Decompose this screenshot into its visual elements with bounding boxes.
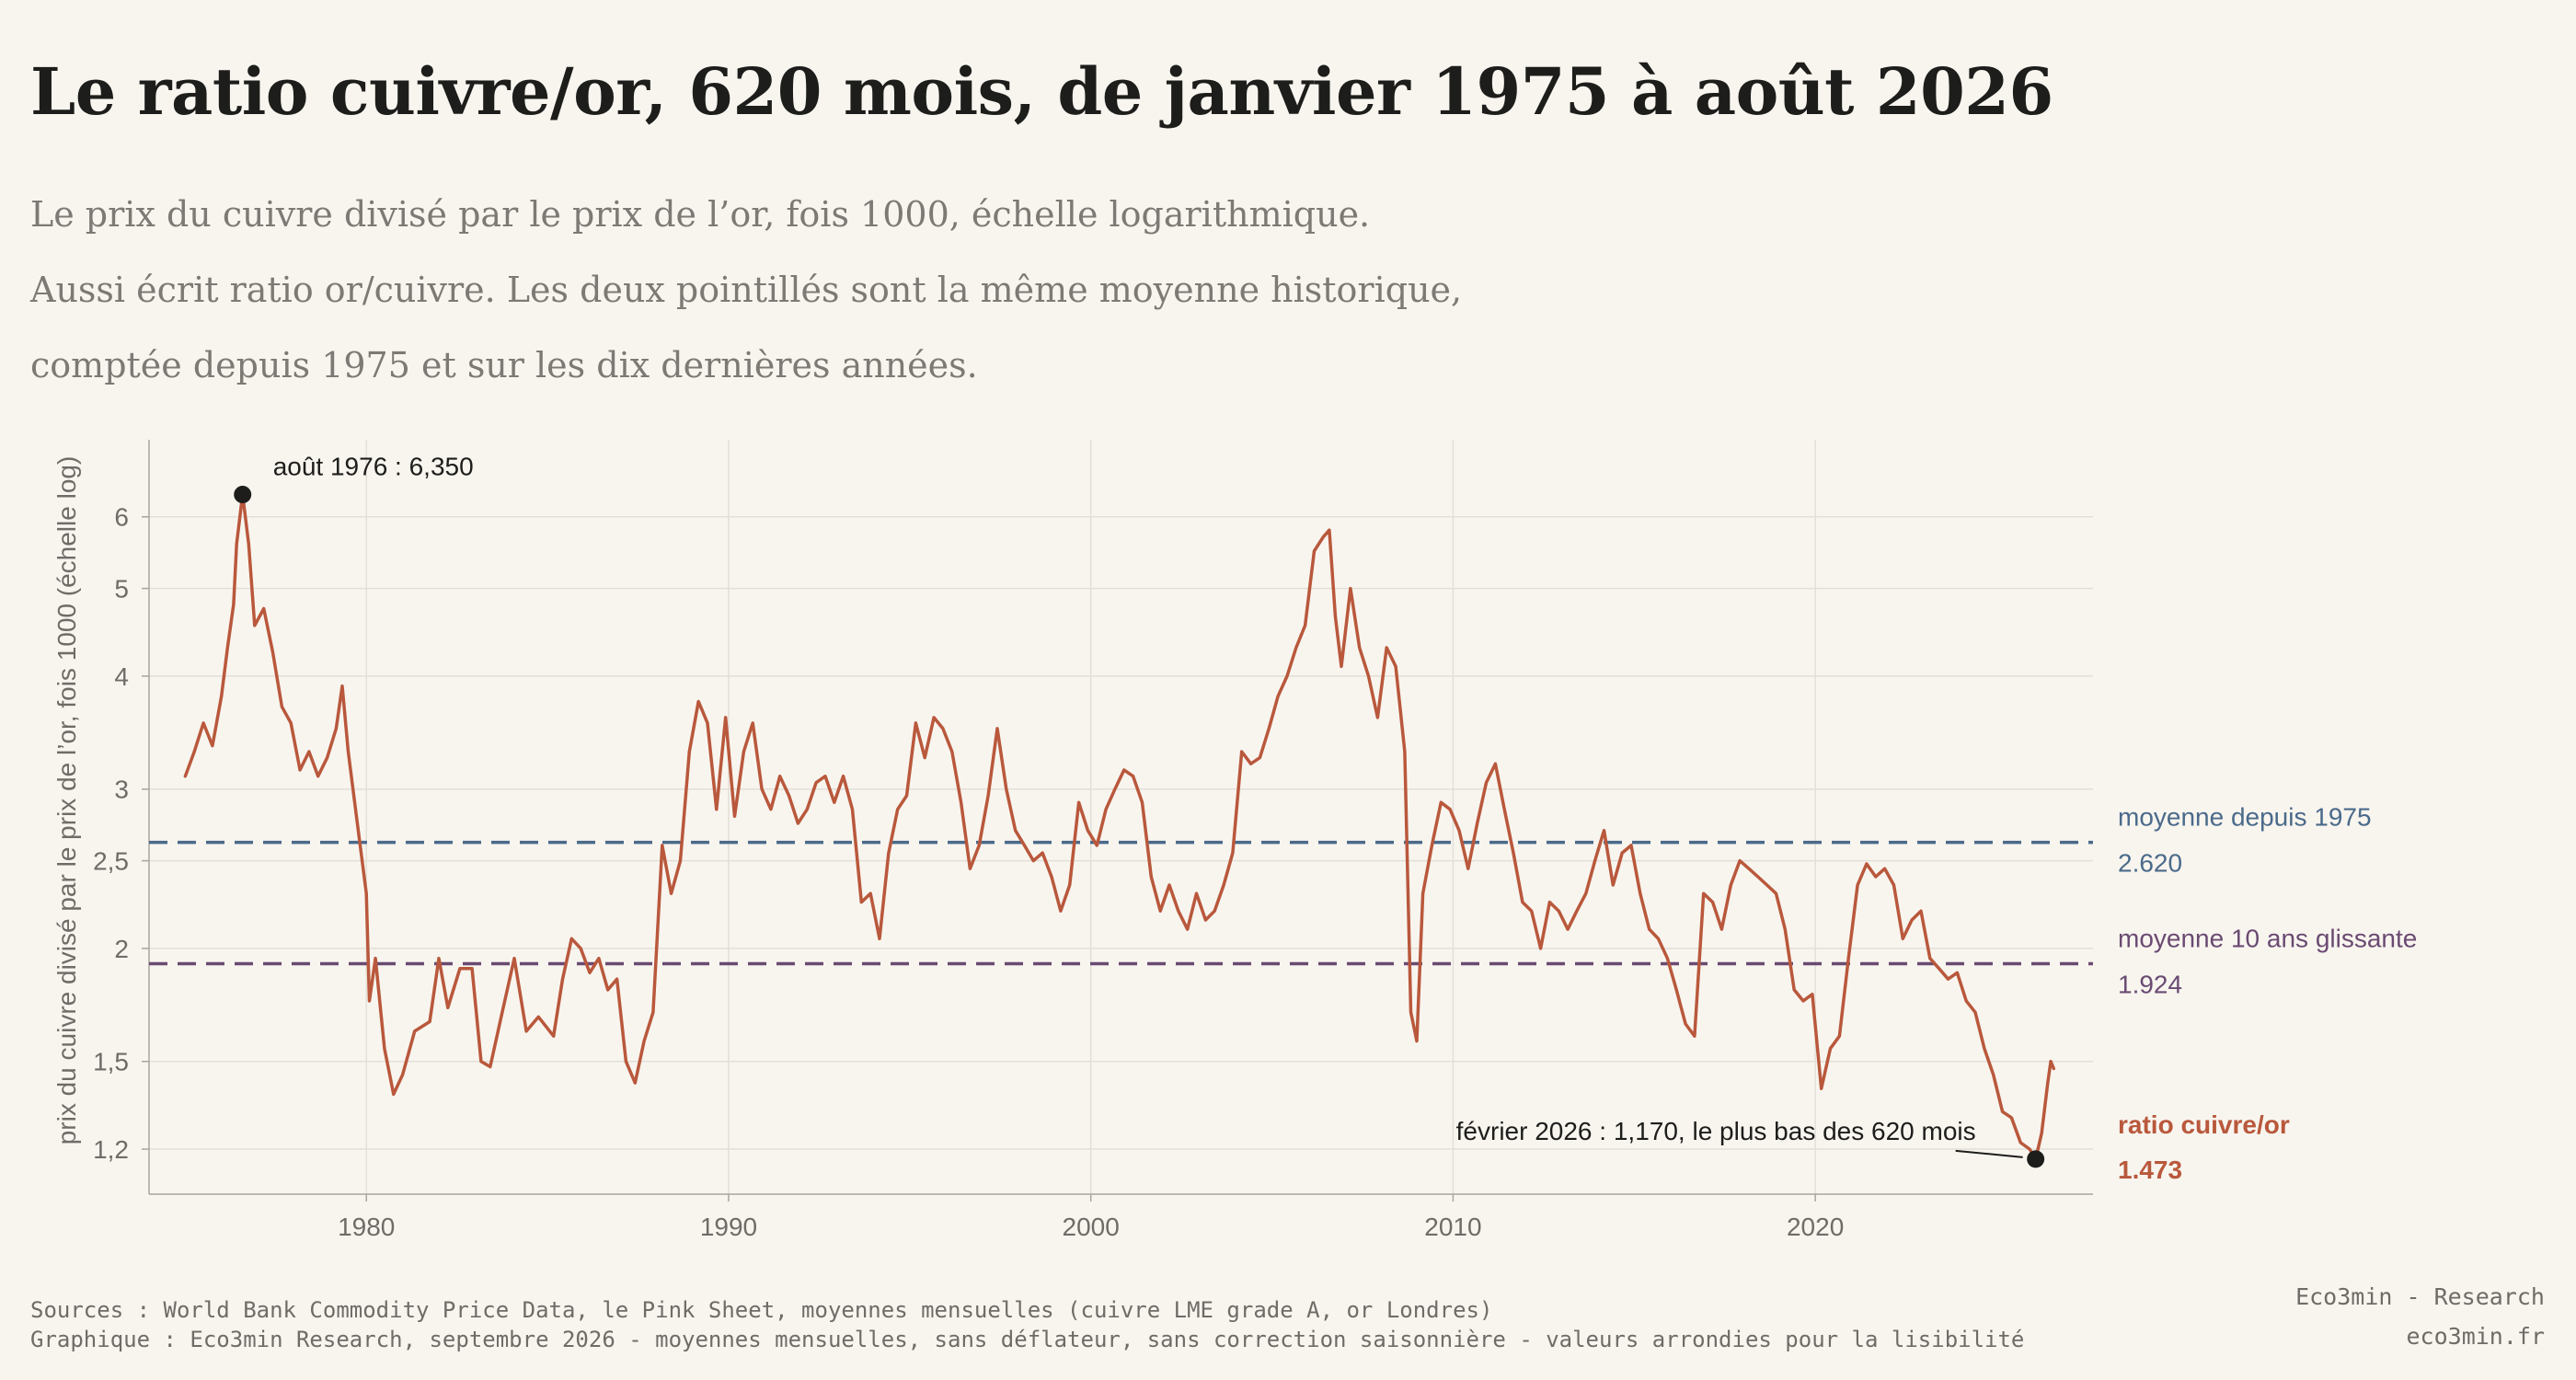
grid bbox=[149, 440, 2093, 1194]
x-tick-label: 1980 bbox=[338, 1213, 395, 1241]
y-tick-label: 2 bbox=[114, 935, 129, 963]
reference-line-name: moyenne depuis 1975 bbox=[2118, 803, 2372, 832]
series-name-label: ratio cuivre/or bbox=[2118, 1110, 2290, 1139]
sources-text: Sources : World Bank Commodity Price Dat… bbox=[30, 1297, 1493, 1323]
page-subtitle: Le prix du cuivre divisé par le prix de … bbox=[30, 194, 1463, 385]
y-axis-label: prix du cuivre divisé par le prix de l’o… bbox=[52, 456, 81, 1145]
annotation-label: février 2026 : 1,170, le plus bas des 62… bbox=[1456, 1117, 1976, 1145]
y-tick-label: 5 bbox=[114, 575, 129, 604]
series-layer bbox=[183, 492, 2056, 1161]
annotations: août 1976 : 6,350 février 2026 : 1,170, l… bbox=[234, 453, 2045, 1168]
reference-line-name: moyenne 10 ans glissante bbox=[2118, 924, 2417, 952]
x-tick-label: 2010 bbox=[1424, 1213, 1481, 1241]
series-line bbox=[183, 492, 2056, 1161]
y-tick-label: 2,5 bbox=[93, 847, 129, 876]
footer-brand: Eco3min - Research eco3min.fr bbox=[2295, 1277, 2545, 1356]
x-tick-label: 2020 bbox=[1787, 1213, 1844, 1241]
brand-name: Eco3min - Research bbox=[2295, 1283, 2545, 1310]
page-title: Le ratio cuivre/or, 620 mois, de janvier… bbox=[30, 53, 2053, 130]
y-tick-label: 1,2 bbox=[93, 1135, 129, 1164]
graphic-credit-text: Graphique : Eco3min Research, septembre … bbox=[30, 1327, 2025, 1352]
annotation-point bbox=[234, 486, 252, 504]
annotation-leader bbox=[1955, 1149, 2023, 1158]
y-tick-label: 3 bbox=[114, 776, 129, 804]
y-tick-label: 6 bbox=[114, 503, 129, 532]
site-url: eco3min.fr bbox=[2406, 1323, 2545, 1350]
x-tick-label: 2000 bbox=[1063, 1213, 1120, 1241]
right-labels: moyenne depuis 1975 2.620 moyenne 10 ans g… bbox=[2118, 803, 2417, 1184]
y-tick-label: 1,5 bbox=[93, 1048, 129, 1076]
reference-line-value: 1.924 bbox=[2118, 970, 2182, 998]
y-tick-label: 4 bbox=[114, 662, 129, 691]
axes: 1,2 1,5 2 2,5 3 4 5 6 1980 1990 2000 2010 2020 bbox=[93, 440, 2093, 1241]
annotation-point bbox=[2027, 1150, 2045, 1168]
x-tick-label: 1990 bbox=[700, 1213, 757, 1241]
footer-sources: Sources : World Bank Commodity Price Dat… bbox=[30, 1295, 2024, 1354]
series-last-value: 1.473 bbox=[2118, 1156, 2182, 1184]
reference-line-value: 2.620 bbox=[2118, 849, 2182, 878]
annotation-label: août 1976 : 6,350 bbox=[273, 453, 474, 481]
reference-lines bbox=[149, 840, 2093, 966]
